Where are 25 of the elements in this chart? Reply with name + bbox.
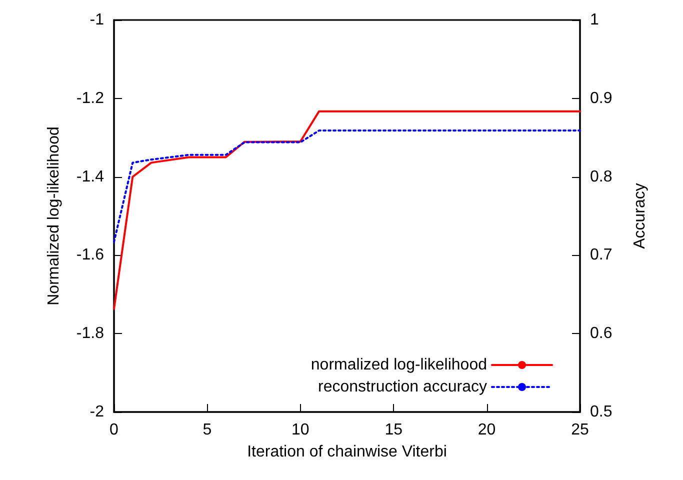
line-series — [113, 130, 581, 243]
x-tick-label: 25 — [571, 422, 589, 438]
y-tick-label: -1.2 — [76, 90, 104, 107]
y2-tick-label: 0.7 — [590, 246, 612, 264]
legend-label: reconstruction accuracy — [318, 378, 487, 396]
y-axis-title: Normalized log-likelihood — [46, 126, 62, 306]
y-tick-label: -1.8 — [76, 325, 104, 342]
line-series — [113, 110, 581, 310]
y2-tick-label: 1 — [590, 12, 599, 28]
x-tick-label: 20 — [478, 422, 496, 438]
x-tick-label: 15 — [384, 422, 403, 438]
y-tick-label: -1.6 — [76, 246, 104, 264]
y2-tick-label: 0.8 — [590, 168, 612, 186]
x-tick-label: 10 — [292, 422, 310, 438]
y2-axis-title: Accuracy — [632, 183, 648, 249]
x-tick-label: 5 — [202, 422, 212, 438]
y2-tick-label: 0.6 — [590, 325, 612, 342]
x-axis-title: Iteration of chainwise Viterbi — [247, 444, 447, 460]
x-tick-label: 0 — [110, 422, 119, 438]
y-tick-label: -1 — [90, 12, 104, 28]
y-tick-label: -1.4 — [76, 168, 104, 186]
y2-tick-label: 0.9 — [590, 90, 612, 107]
y-tick-label: -2 — [90, 404, 104, 420]
legend-label: normalized log-likelihood — [310, 356, 487, 374]
y2-tick-label: 0.5 — [590, 404, 612, 420]
